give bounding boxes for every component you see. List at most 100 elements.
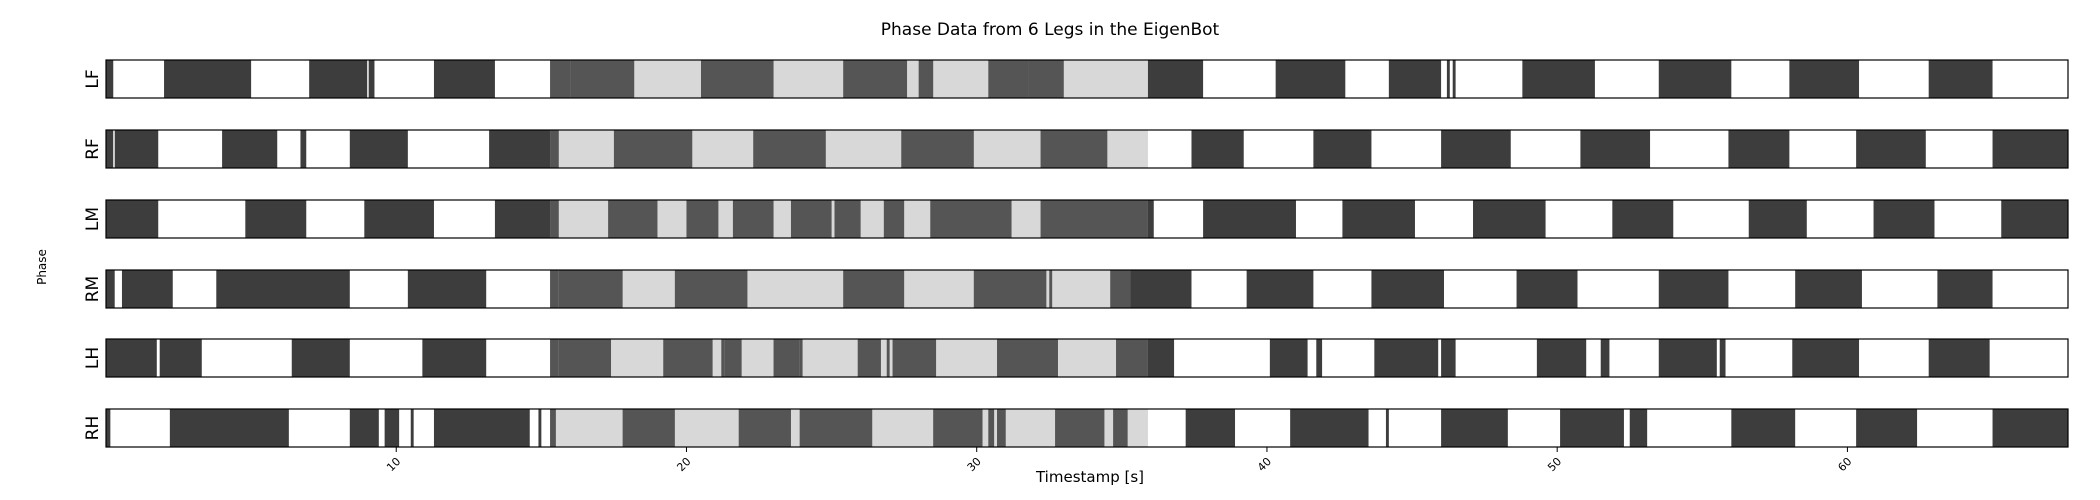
row-frame (105, 269, 2069, 309)
stance-segment (169, 409, 289, 447)
x-axis-label: Timestamp [s] (1035, 468, 1145, 486)
stance-segment (883, 200, 905, 238)
stance-segment (997, 339, 1058, 377)
stance-segment (1371, 270, 1444, 308)
stance-segment (550, 130, 559, 168)
stance-segment (918, 60, 934, 98)
stance-segment (901, 130, 974, 168)
stance-segment (1342, 200, 1415, 238)
stance-segment (892, 339, 937, 377)
stance-segment (1313, 130, 1372, 168)
stance-segment (1441, 339, 1456, 377)
stance-segment (724, 339, 742, 377)
stance-segment (1928, 339, 1990, 377)
stance-segment (1992, 409, 2068, 447)
stance-segment (1290, 409, 1369, 447)
stance-segment (1028, 60, 1064, 98)
stance-segment (1789, 60, 1860, 98)
stance-segment (1795, 270, 1862, 308)
x-tick-label: 50 (1545, 455, 1564, 474)
stance-segment (1441, 409, 1508, 447)
stance-segment (622, 409, 675, 447)
stance-segment (407, 270, 487, 308)
stance-segment (1992, 130, 2068, 168)
stance-segment (1147, 60, 1204, 98)
row-label: LH (83, 347, 103, 369)
stance-segment (1516, 270, 1578, 308)
stance-segment (1040, 200, 1148, 238)
stance-segment (550, 409, 556, 447)
stance-segment (1731, 409, 1796, 447)
stance-segment (291, 339, 350, 377)
stance-segment (1748, 200, 1807, 238)
stance-segment (245, 200, 307, 238)
stance-segment (558, 339, 612, 377)
stance-segment (1452, 60, 1456, 98)
stance-segment (700, 60, 774, 98)
stance-segment (550, 60, 571, 98)
stance-segment (843, 270, 905, 308)
stance-segment (106, 339, 157, 377)
stance-segment (1269, 339, 1308, 377)
row-frame (105, 408, 2069, 448)
stance-segment (121, 270, 173, 308)
stance-segment (1388, 60, 1442, 98)
row-label: RF (83, 138, 103, 160)
stance-segment (222, 130, 278, 168)
stance-segment (1191, 130, 1244, 168)
stance-segment (886, 339, 890, 377)
stance-segment (1600, 339, 1610, 377)
stance-segment (384, 409, 400, 447)
stance-segment (164, 60, 252, 98)
row-label: LF (83, 69, 103, 88)
stance-segment (2001, 200, 2068, 238)
stance-segment (843, 60, 908, 98)
stance-segment (1441, 130, 1511, 168)
stance-segment (1928, 60, 1993, 98)
stance-segment (1856, 409, 1918, 447)
stance-segment (663, 339, 713, 377)
stance-segment (106, 130, 114, 168)
stance-segment (106, 409, 111, 447)
row-frame (105, 59, 2069, 99)
row-frame (105, 199, 2069, 239)
stance-segment (1130, 270, 1192, 308)
stance-segment (349, 130, 408, 168)
stance-segment (106, 200, 159, 238)
row-label: RM (83, 276, 103, 302)
stance-segment (1049, 270, 1053, 308)
stance-segment (1246, 270, 1314, 308)
stance-segment (1658, 339, 1717, 377)
stance-segment (1719, 339, 1726, 377)
stance-segment (300, 130, 307, 168)
stance-segment (857, 339, 881, 377)
stance-segment (613, 130, 693, 168)
stance-segment (790, 200, 832, 238)
stance-segment (988, 60, 1029, 98)
stance-segment (489, 130, 551, 168)
stance-segment (106, 60, 114, 98)
stance-segment (410, 409, 414, 447)
stance-segment (1629, 409, 1648, 447)
stance-segment (349, 409, 379, 447)
stance-segment (1275, 60, 1346, 98)
stance-segment (1522, 60, 1595, 98)
stance-segment (216, 270, 350, 308)
stance-segment (773, 339, 800, 377)
x-tick-label: 60 (1835, 455, 1854, 474)
stance-segment (1116, 339, 1148, 377)
stance-segment (494, 200, 551, 238)
stance-segment (550, 270, 559, 308)
row-frame (105, 338, 2069, 378)
stance-segment (1473, 200, 1546, 238)
row-label: LM (83, 207, 103, 231)
stance-segment (930, 200, 1012, 238)
stance-segment (1658, 60, 1732, 98)
stance-segment (106, 270, 115, 308)
stance-segment (1728, 130, 1790, 168)
stance-segment (1873, 200, 1935, 238)
stance-segment (364, 200, 434, 238)
stance-segment (558, 270, 623, 308)
